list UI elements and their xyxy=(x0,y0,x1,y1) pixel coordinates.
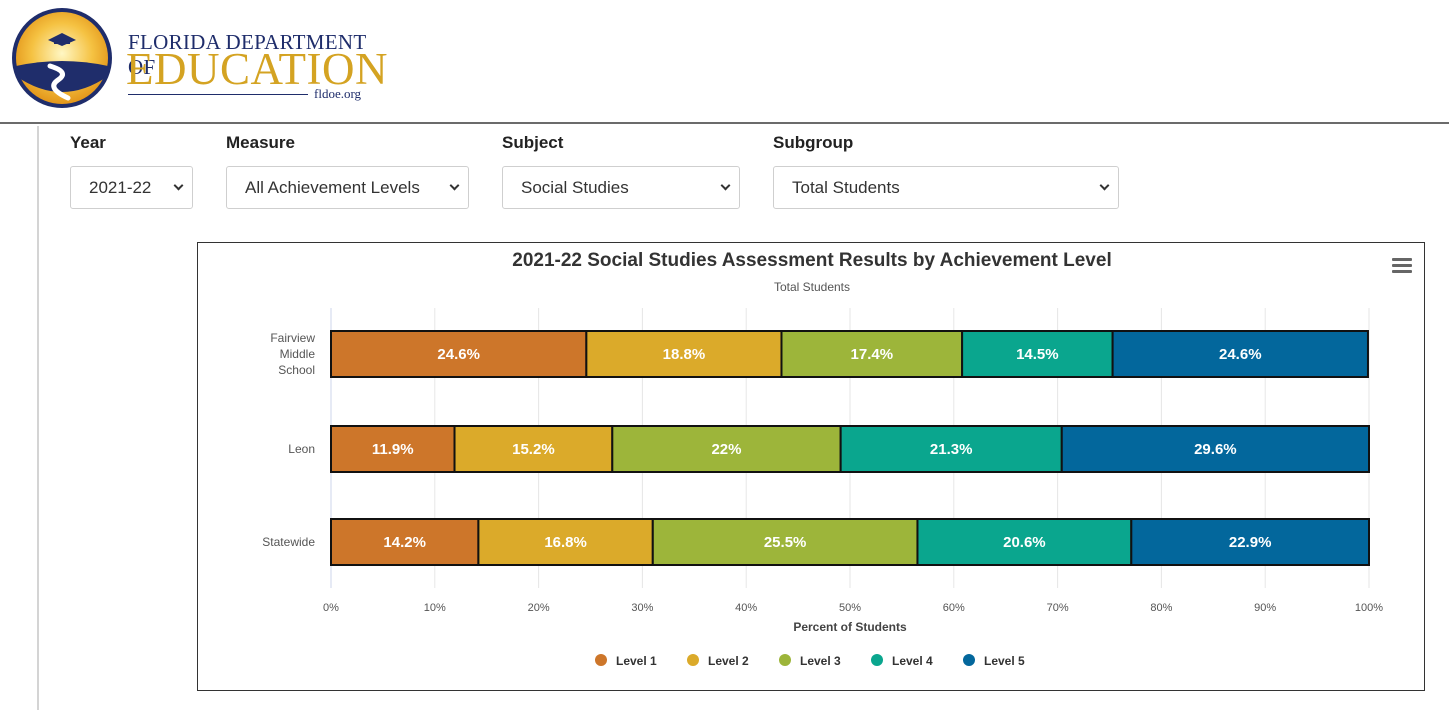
bar-segment xyxy=(651,518,919,566)
x-tick-label: 80% xyxy=(1150,602,1172,614)
subgroup-select[interactable]: Total Students xyxy=(773,166,1119,209)
x-tick-label: 0% xyxy=(323,602,339,614)
year-label: Year xyxy=(70,133,106,152)
subgroup-select-value: Total Students xyxy=(792,178,900,197)
bar-data-label: 21.3% xyxy=(930,441,973,458)
hamburger-menu-icon[interactable] xyxy=(1392,258,1412,274)
bar-data-label: 15.2% xyxy=(512,441,555,458)
x-tick-label: 70% xyxy=(1047,602,1069,614)
logo-url: fldoe.org xyxy=(314,86,362,101)
x-tick-label: 40% xyxy=(735,602,757,614)
category-label: Fairview xyxy=(270,331,315,345)
bar-data-label: 22.9% xyxy=(1229,534,1272,551)
bar-data-label: 29.6% xyxy=(1194,441,1237,458)
left-rail-divider xyxy=(37,126,39,710)
measure-select-value: All Achievement Levels xyxy=(245,178,420,197)
legend-marker xyxy=(687,654,699,666)
year-select[interactable]: 2021-22 xyxy=(70,166,193,209)
fldoe-logo[interactable]: FLORIDA DEPARTMENT OF EDUCATION fldoe.or… xyxy=(10,6,387,110)
x-tick-label: 50% xyxy=(839,602,861,614)
year-select-value: 2021-22 xyxy=(89,178,152,197)
legend-item-label: Level 5 xyxy=(984,654,1025,668)
legend-marker xyxy=(871,654,883,666)
bar-segment xyxy=(1111,330,1369,378)
category-label: Statewide xyxy=(262,535,315,549)
subject-select-value: Social Studies xyxy=(521,178,629,197)
logo-title-line: FLORIDA DEPARTMENT OF xyxy=(128,30,367,79)
fldoe-seal-icon xyxy=(12,8,112,108)
x-tick-label: 30% xyxy=(631,602,653,614)
logo-divider xyxy=(128,94,308,95)
bar-segment xyxy=(916,518,1133,566)
logo-title-main: EDUCATION xyxy=(126,44,388,94)
chart-title: 2021-22 Social Studies Assessment Result… xyxy=(512,250,1112,271)
bar-segment xyxy=(585,330,783,378)
bar-data-label: 17.4% xyxy=(851,346,894,363)
legend-marker xyxy=(595,654,607,666)
bar-data-label: 11.9% xyxy=(372,441,414,458)
site-header: FLORIDA DEPARTMENT OF EDUCATION fldoe.or… xyxy=(0,0,1449,124)
subgroup-label: Subgroup xyxy=(773,133,854,152)
bar-data-label: 14.2% xyxy=(383,534,426,551)
bar-data-label: 24.6% xyxy=(437,346,480,363)
subject-select[interactable]: Social Studies xyxy=(502,166,740,209)
bar-segment xyxy=(453,425,614,473)
bar-segment xyxy=(839,425,1063,473)
bar-data-label: 24.6% xyxy=(1219,346,1262,363)
bar-segment xyxy=(330,425,456,473)
x-tick-label: 20% xyxy=(528,602,550,614)
measure-select[interactable]: All Achievement Levels xyxy=(226,166,469,209)
x-axis-title: Percent of Students xyxy=(793,620,907,634)
legend-item-label: Level 4 xyxy=(892,654,933,668)
bar-data-label: 25.5% xyxy=(764,534,807,551)
subject-label: Subject xyxy=(502,133,564,152)
measure-label: Measure xyxy=(226,133,295,152)
category-label: School xyxy=(278,363,315,377)
chart-subtitle: Total Students xyxy=(773,280,851,294)
bar-data-label: 18.8% xyxy=(663,346,706,363)
category-label: Leon xyxy=(288,442,315,456)
legend-item-label: Level 2 xyxy=(708,654,749,668)
category-label: Middle xyxy=(280,347,316,361)
bar-segment xyxy=(330,330,588,378)
bar-data-label: 22% xyxy=(711,441,741,458)
bar-data-label: 20.6% xyxy=(1003,534,1046,551)
legend-marker xyxy=(779,654,791,666)
x-tick-label: 10% xyxy=(424,602,446,614)
bar-segment xyxy=(611,425,842,473)
x-tick-label: 60% xyxy=(943,602,965,614)
bar-segment xyxy=(1130,518,1370,566)
x-tick-label: 90% xyxy=(1254,602,1276,614)
bar-segment xyxy=(1060,425,1370,473)
legend-item-label: Level 1 xyxy=(616,654,657,668)
x-tick-label: 100% xyxy=(1355,602,1383,614)
bar-data-label: 16.8% xyxy=(544,534,587,551)
bar-data-label: 14.5% xyxy=(1016,346,1059,363)
bar-segment xyxy=(780,330,964,378)
legend-marker xyxy=(963,654,975,666)
legend-item-label: Level 3 xyxy=(800,654,841,668)
